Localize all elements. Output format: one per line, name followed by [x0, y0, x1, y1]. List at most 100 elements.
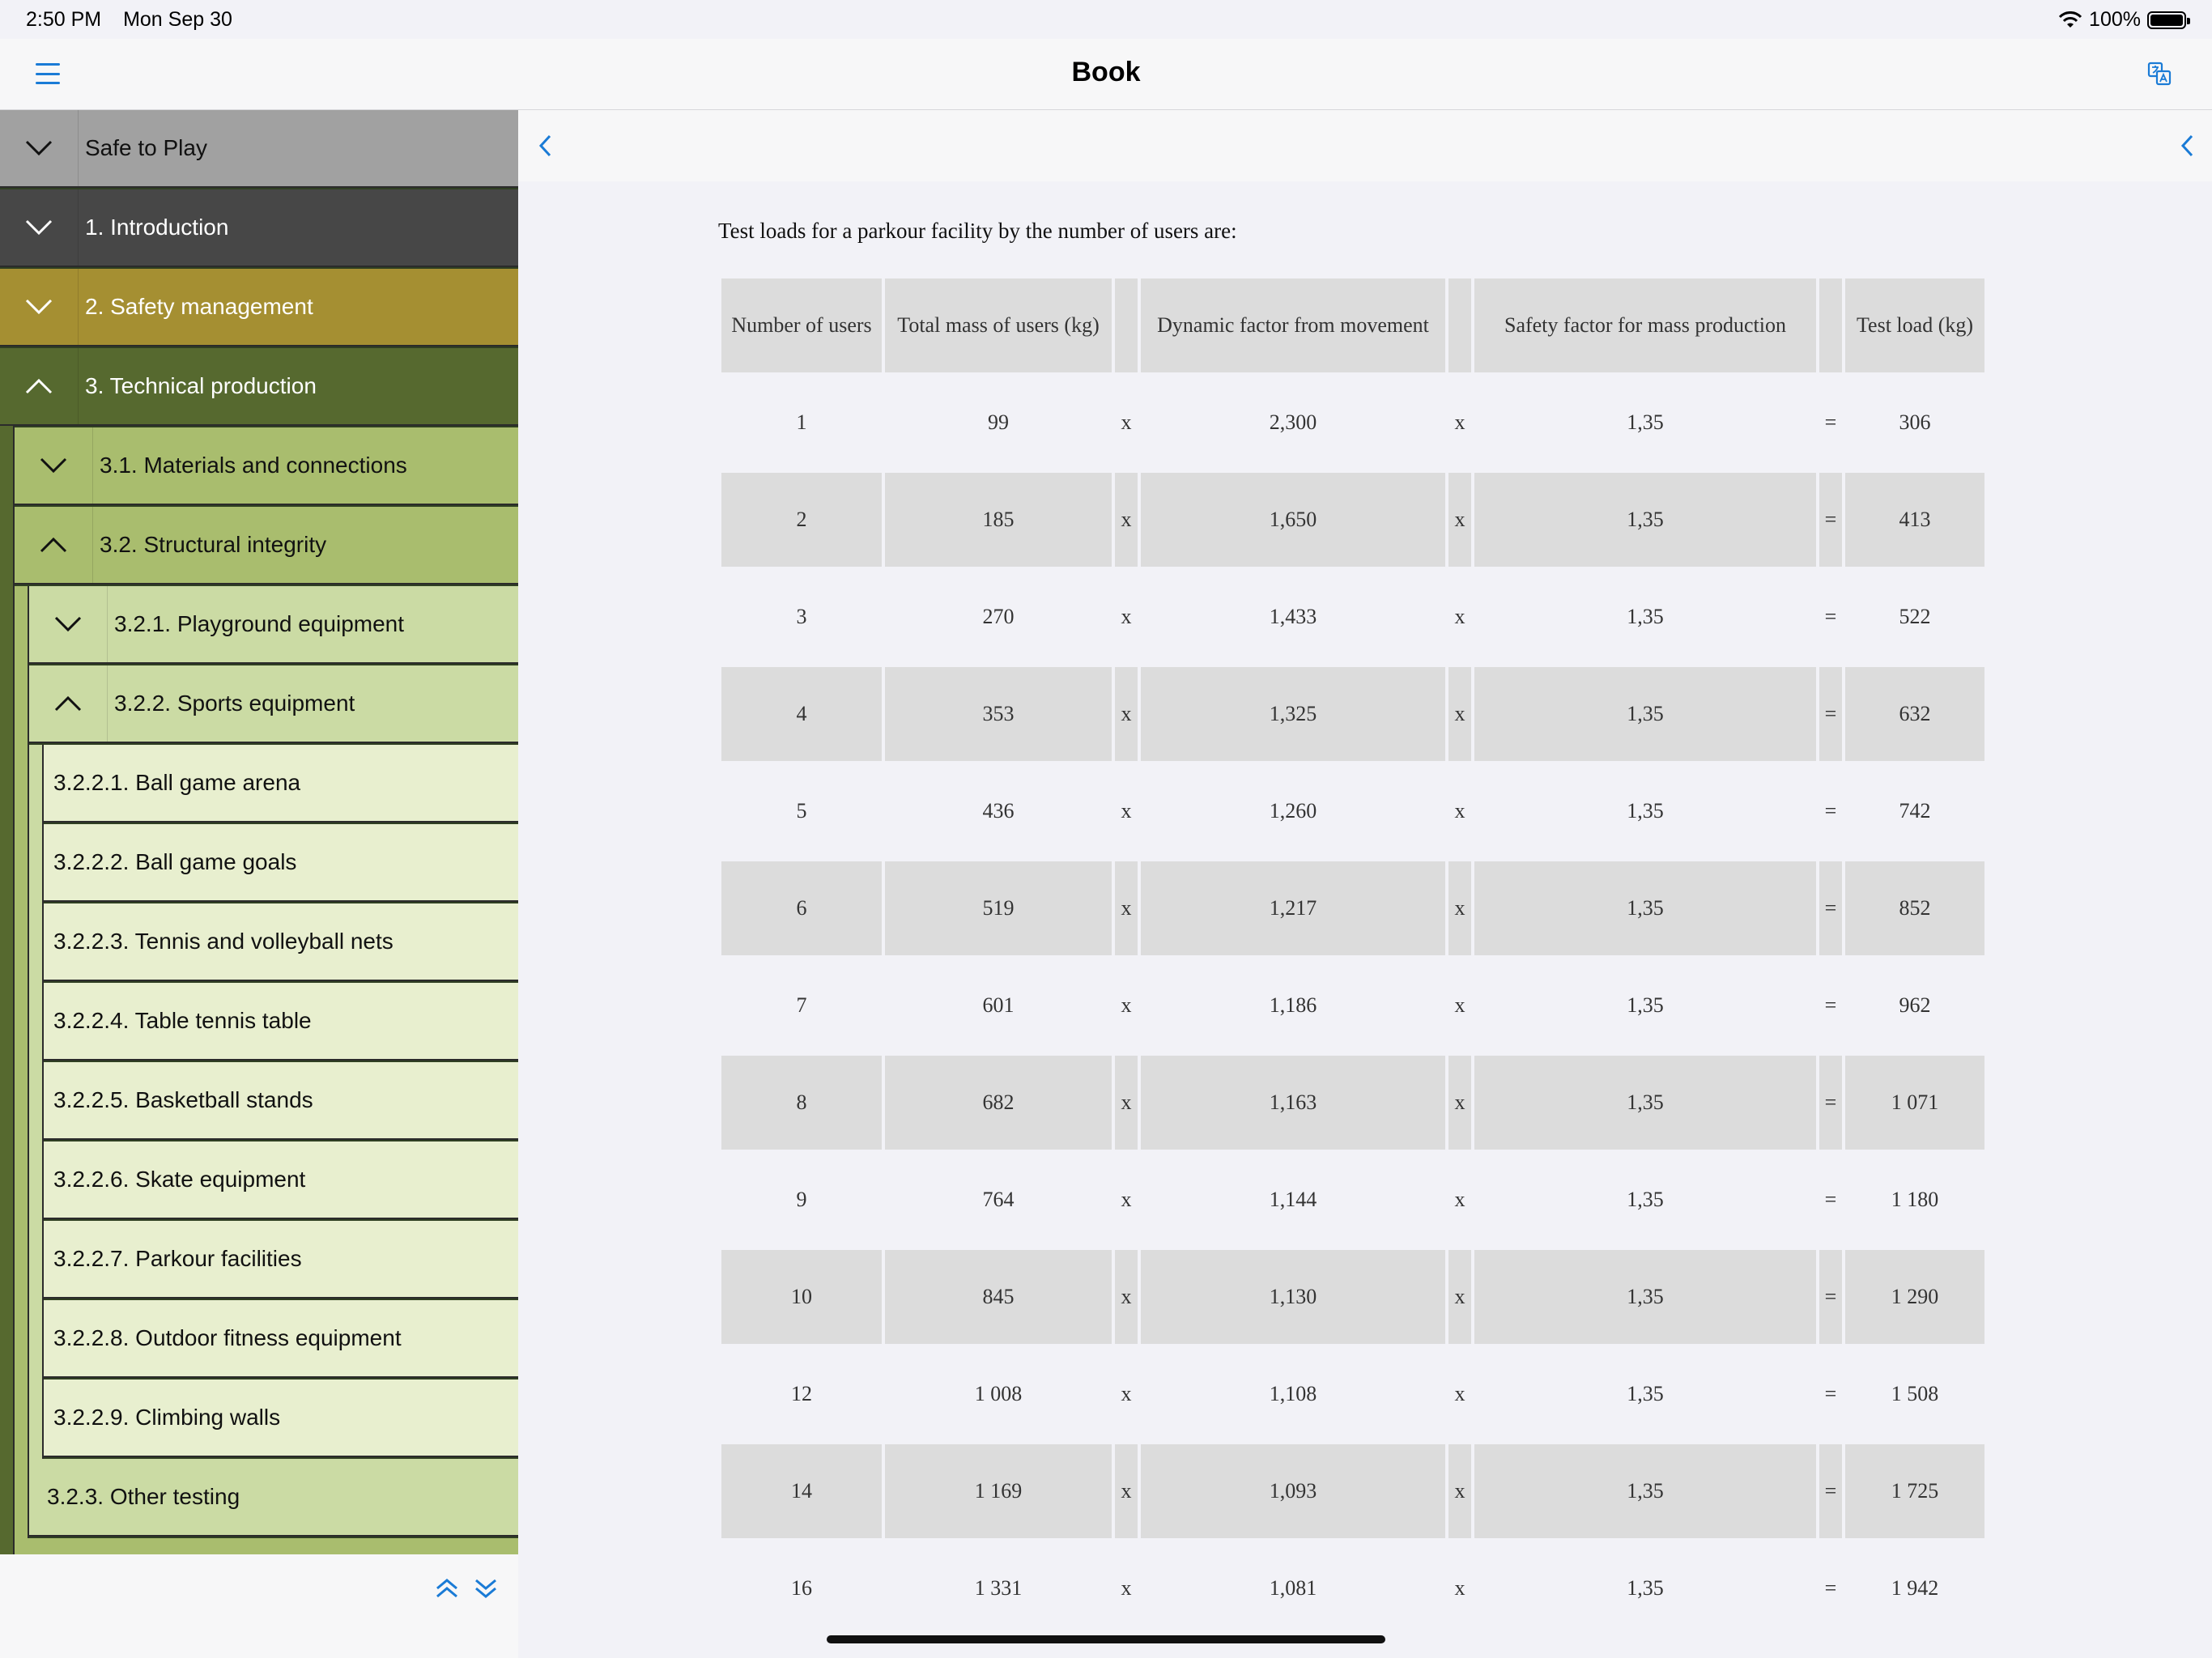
chevron-up-icon[interactable]	[29, 665, 107, 742]
table-cell: 1,35	[1474, 667, 1816, 761]
sidebar-item[interactable]: 3.2.2.5. Basketball stands	[44, 1062, 518, 1140]
chevron-down-icon[interactable]	[29, 586, 107, 662]
table-cell: 1,163	[1141, 1056, 1445, 1150]
table-cell: 6	[721, 861, 882, 955]
chevron-down-icon[interactable]	[0, 189, 78, 266]
table-cell: 14	[721, 1444, 882, 1538]
battery-icon	[2147, 11, 2190, 29]
table-cell: 1 725	[1845, 1444, 1984, 1538]
sidebar-item[interactable]: 3.2.2.3. Tennis and volleyball nets	[44, 903, 518, 981]
double-chevron-up-icon[interactable]	[432, 1574, 462, 1603]
sidebar-item[interactable]: 2. Safety management	[0, 269, 518, 346]
sidebar-item-label: 3.2.2.5. Basketball stands	[53, 1087, 313, 1112]
table-cell: 1	[796, 410, 807, 434]
table-cell: x	[1448, 1444, 1471, 1538]
table-cell: 270	[982, 605, 1015, 628]
table-cell: 306	[1899, 410, 1931, 434]
table-header-cell	[1448, 278, 1471, 372]
sidebar-item-label: 3.2. Structural integrity	[100, 532, 327, 557]
chevron-up-icon[interactable]	[0, 348, 78, 424]
sidebar-item[interactable]: Safe to Play	[0, 110, 518, 188]
chevron-up-icon[interactable]	[15, 507, 92, 583]
table-cell: 10	[721, 1250, 882, 1344]
sidebar-item[interactable]: 1. Introduction	[0, 189, 518, 267]
sidebar-item[interactable]: 3.2.2.2. Ball game goals	[44, 824, 518, 902]
sidebar-item[interactable]: 3.2.2. Sports equipment	[29, 665, 518, 743]
table-cell: 845	[885, 1250, 1112, 1344]
table-cell: x	[1454, 1576, 1465, 1600]
table-cell: x	[1115, 1444, 1138, 1538]
sidebar-item[interactable]: 3.2.2.1. Ball game arena	[44, 745, 518, 823]
status-bar: 2:50 PM Mon Sep 30 100%	[0, 0, 2212, 39]
table-cell: 632	[1845, 667, 1984, 761]
status-datetime: 2:50 PM Mon Sep 30	[26, 8, 232, 32]
table-row: 2 185 x 1,650 x 1,35 = 413	[721, 473, 1984, 567]
table-cell: 99	[988, 410, 1009, 434]
home-indicator[interactable]	[827, 1635, 1385, 1643]
table-cell: x	[1121, 1188, 1132, 1211]
chevron-left-icon[interactable]	[536, 131, 554, 160]
chevron-down-icon[interactable]	[0, 269, 78, 345]
table-cell: 1 169	[885, 1444, 1112, 1538]
table-header-cell: Test load (kg)	[1845, 278, 1984, 372]
content-toolbar	[518, 110, 2212, 181]
table-cell: =	[1824, 410, 1837, 434]
table-row: 7 601 x 1,186 x 1,35 = 962	[721, 959, 1984, 1052]
sidebar-item[interactable]: 3.2.2.4. Table tennis table	[44, 983, 518, 1061]
table-row: 1 99 x 2,300 x 1,35 = 306	[721, 376, 1984, 470]
sidebar-item[interactable]	[15, 1538, 518, 1554]
sidebar-item[interactable]: 3.2.2.8. Outdoor fitness equipment	[44, 1300, 518, 1378]
table-row: 14 1 169 x 1,093 x 1,35 = 1 725	[721, 1444, 1984, 1538]
chevron-down-icon[interactable]	[0, 110, 78, 186]
hamburger-menu-icon[interactable]	[36, 63, 60, 84]
table-cell: =	[1819, 667, 1842, 761]
sidebar-item[interactable]: 3.1. Materials and connections	[15, 427, 518, 505]
table-cell: 16	[791, 1576, 812, 1600]
sidebar-item-label: 3.2.2.1. Ball game arena	[53, 770, 301, 795]
sidebar-item[interactable]: 3.2.2.9. Climbing walls	[44, 1380, 518, 1457]
divider	[92, 427, 93, 504]
table-cell: 1,260	[1269, 799, 1317, 823]
table-cell: =	[1824, 1188, 1837, 1211]
double-chevron-down-icon[interactable]	[471, 1574, 500, 1603]
status-indicators: 100%	[2058, 8, 2190, 32]
table-cell: 1,35	[1627, 605, 1664, 628]
table-cell: 1,217	[1141, 861, 1445, 955]
table-cell: 682	[885, 1056, 1112, 1150]
sidebar-item[interactable]: 3. Technical production	[0, 348, 518, 426]
divider	[78, 269, 79, 345]
translate-icon[interactable]	[2147, 62, 2172, 86]
intro-text: Test loads for a parkour facility by the…	[718, 219, 1237, 243]
table-row: 10 845 x 1,130 x 1,35 = 1 290	[721, 1250, 1984, 1344]
table-cell: x	[1454, 410, 1465, 434]
table-row: 5 436 x 1,260 x 1,35 = 742	[721, 764, 1984, 858]
sidebar-item-label: 3.2.2.6. Skate equipment	[53, 1167, 306, 1192]
table-cell: x	[1115, 667, 1138, 761]
table-cell: x	[1121, 1382, 1132, 1405]
table-cell: 1 942	[1891, 1576, 1939, 1600]
table-header-cell: Safety factor for mass production	[1474, 278, 1816, 372]
table-cell: 1,186	[1269, 993, 1317, 1017]
table-header-cell	[1115, 278, 1138, 372]
table-cell: 764	[982, 1188, 1015, 1211]
table-cell: x	[1454, 605, 1465, 628]
sidebar-item[interactable]: 3.2.3. Other testing	[29, 1459, 518, 1537]
table-cell: 12	[791, 1382, 812, 1405]
divider	[78, 189, 79, 266]
chevron-left-icon[interactable]	[2178, 131, 2196, 160]
sidebar-item[interactable]: 3.2.1. Playground equipment	[29, 586, 518, 664]
sidebar-item-label: 3.2.1. Playground equipment	[114, 611, 405, 636]
table-cell: =	[1819, 1444, 1842, 1538]
sidebar-item[interactable]: 3.2. Structural integrity	[15, 507, 518, 585]
sidebar-item[interactable]: 3.2.2.6. Skate equipment	[44, 1141, 518, 1219]
table-cell: =	[1819, 473, 1842, 567]
table-row: 8 682 x 1,163 x 1,35 = 1 071	[721, 1056, 1984, 1150]
chevron-down-icon[interactable]	[15, 427, 92, 504]
table-cell: 1,130	[1141, 1250, 1445, 1344]
sidebar-item-label: 3.2.2.4. Table tennis table	[53, 1008, 312, 1033]
table-cell: 519	[885, 861, 1112, 955]
table-cell: =	[1824, 605, 1837, 628]
table-cell: x	[1454, 1382, 1465, 1405]
table-cell: =	[1819, 1056, 1842, 1150]
sidebar-item[interactable]: 3.2.2.7. Parkour facilities	[44, 1221, 518, 1299]
